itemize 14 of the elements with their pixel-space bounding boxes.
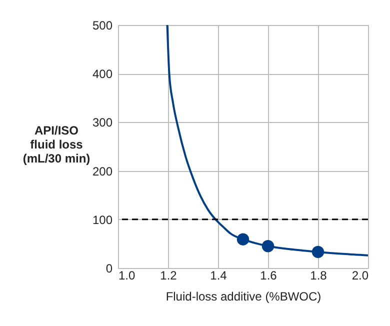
y-tick-label: 500 (92, 18, 113, 32)
y-tick-label: 200 (92, 164, 113, 178)
y-tick-label: 100 (92, 212, 113, 227)
x-tick-label: 1.8 (310, 268, 328, 282)
x-axis-title: Fluid-loss additive (%BWOC) (166, 290, 322, 304)
y-tick-label: 0 (106, 262, 113, 276)
x-tick-label: 1.4 (210, 268, 228, 282)
x-tick-label: 1.2 (160, 268, 178, 282)
y-tick-label: 300 (92, 116, 113, 130)
x-tick-label: 1.0 (118, 268, 136, 282)
x-tick-label: 1.6 (260, 268, 278, 282)
y-axis-title: API/ISO fluid loss (mL/30 min) (22, 124, 90, 166)
y-tick-label: 400 (92, 67, 113, 82)
x-tick-label: 2.0 (352, 268, 369, 282)
